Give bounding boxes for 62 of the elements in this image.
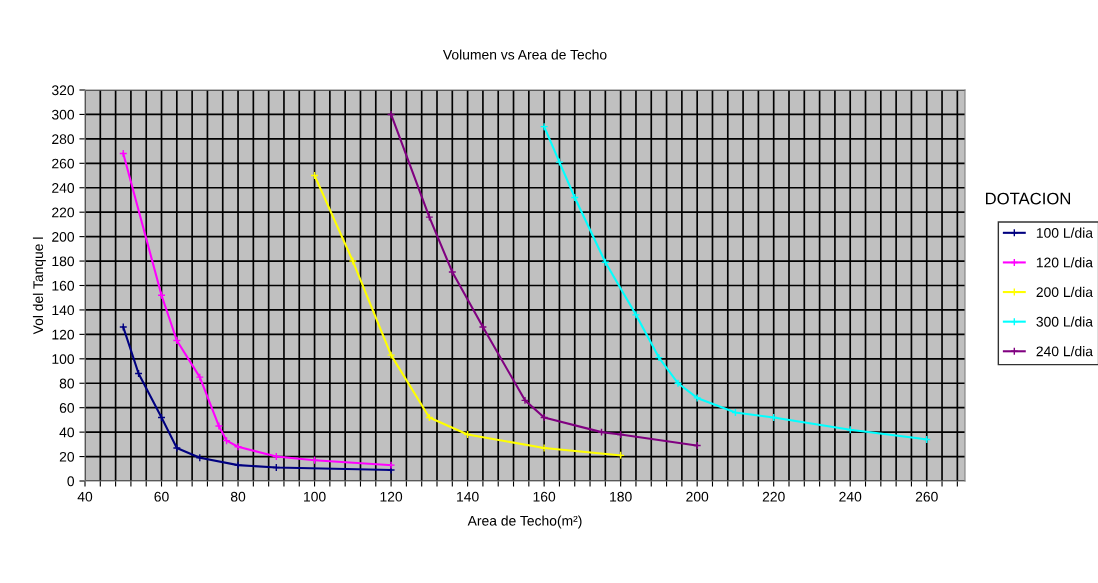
point <box>214 421 224 431</box>
legend-label: 120 L/dia <box>1036 257 1093 268</box>
x-tick-label: 200 <box>686 491 709 502</box>
x-tick-label: 220 <box>762 491 785 502</box>
y-axis-title: Vol del Tanque l <box>32 237 46 335</box>
point <box>425 212 434 222</box>
point <box>233 442 243 451</box>
x-tick-label: 100 <box>304 491 326 502</box>
point <box>539 413 549 422</box>
y-tick-label: 0 <box>67 476 75 487</box>
y-tick-label: 160 <box>52 280 75 291</box>
legend-label: 240 L/dia <box>1036 346 1093 357</box>
point <box>673 379 683 388</box>
y-tick-label: 120 <box>52 329 75 340</box>
point <box>478 322 488 332</box>
x-tick-label: 80 <box>230 491 246 502</box>
x-axis-title: Area de Techo(m²) <box>467 515 582 529</box>
point <box>172 336 181 345</box>
point <box>172 443 181 453</box>
point <box>520 396 530 405</box>
point <box>348 256 357 266</box>
point <box>555 157 564 167</box>
point <box>693 393 702 403</box>
point <box>386 350 396 360</box>
x-tick-label: 140 <box>457 491 479 502</box>
legend-label: 100 L/dia <box>1036 227 1093 238</box>
x-tick-label: 240 <box>839 491 862 502</box>
y-tick-label: 20 <box>59 451 75 462</box>
x-tick-label: 40 <box>77 491 93 502</box>
y-tick-label: 60 <box>59 403 75 413</box>
legend-label: 200 L/dia <box>1036 286 1093 298</box>
point <box>386 110 396 119</box>
y-tick-label: 220 <box>52 207 75 218</box>
point <box>693 441 702 450</box>
y-tick-label: 240 <box>52 183 75 193</box>
chart-title: Volumen vs Area de Techo <box>442 49 607 60</box>
y-tick-label: 140 <box>52 305 75 316</box>
legend-title: DOTACION <box>986 192 1071 205</box>
y-tick-label: 100 <box>52 354 75 364</box>
point <box>448 267 457 277</box>
point <box>654 353 664 362</box>
x-tick-label: 120 <box>380 491 403 502</box>
point <box>597 427 606 437</box>
y-tick-label: 260 <box>52 158 75 169</box>
y-tick-label: 300 <box>51 109 75 120</box>
y-tick-label: 200 <box>52 231 75 242</box>
x-tick-label: 260 <box>915 491 938 502</box>
x-tick-label: 160 <box>533 491 556 502</box>
point <box>539 443 549 453</box>
point <box>233 460 243 470</box>
y-tick-label: 80 <box>59 378 75 389</box>
x-tick-label: 180 <box>610 491 632 502</box>
y-tick-label: 320 <box>51 85 75 96</box>
x-tick-label: 60 <box>154 491 169 502</box>
y-tick-label: 280 <box>52 134 75 145</box>
y-tick-label: 40 <box>59 427 75 438</box>
y-tick-label: 180 <box>52 256 75 267</box>
point <box>539 122 549 131</box>
point <box>631 310 641 319</box>
point <box>119 322 128 332</box>
point <box>195 372 204 382</box>
legend-label: 300 L/dia <box>1036 316 1093 327</box>
